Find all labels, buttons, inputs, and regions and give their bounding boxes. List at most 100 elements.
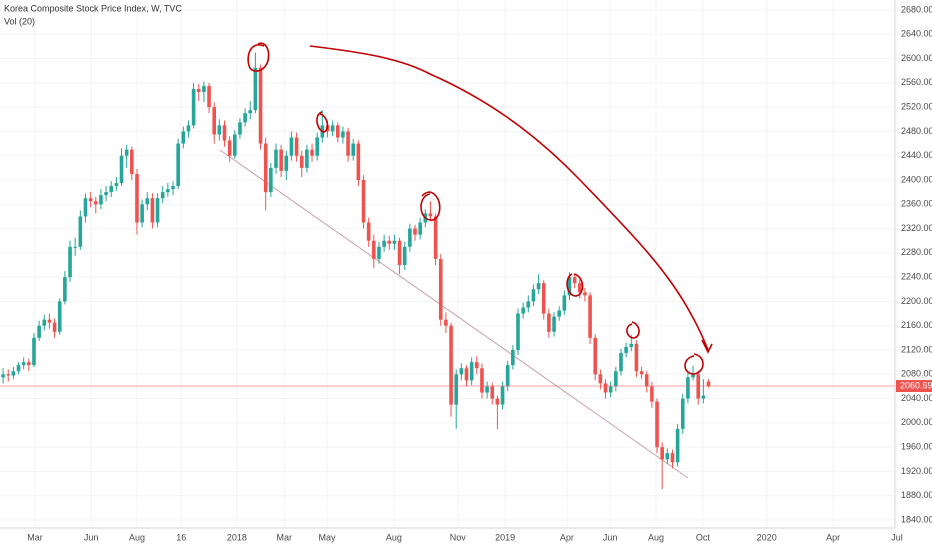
candle-body	[444, 319, 448, 326]
candle-body	[238, 122, 242, 135]
candle-body	[42, 319, 47, 326]
x-tick-label: May	[318, 532, 336, 542]
y-tick-label: 2680.00	[901, 4, 932, 14]
x-tick-label: Aug	[386, 532, 402, 542]
candle-body	[438, 258, 443, 320]
candle-body	[475, 362, 479, 369]
candle-body	[490, 386, 495, 399]
candle-body	[11, 371, 16, 376]
candle-body	[1, 374, 5, 378]
y-tick-label: 2560.00	[901, 77, 932, 87]
candle-body	[253, 67, 258, 111]
candle-body	[402, 246, 407, 265]
candle-body	[104, 192, 108, 196]
candle-body	[346, 131, 350, 156]
candle-body	[21, 362, 26, 366]
candle-body	[577, 283, 582, 293]
y-tick-label: 2280.00	[901, 247, 932, 257]
x-tick-label: 2019	[495, 532, 515, 542]
candle-body	[330, 125, 335, 132]
candle-body	[135, 173, 139, 223]
candle-body	[196, 88, 201, 92]
y-tick-label: 1960.00	[901, 442, 932, 452]
candle-body	[212, 107, 217, 135]
x-tick-label: 2018	[227, 532, 247, 542]
candle-body	[495, 398, 500, 405]
candle-body	[572, 277, 577, 284]
candle-body	[27, 362, 31, 366]
y-tick-label: 2200.00	[901, 296, 932, 306]
x-tick-label: Apr	[560, 532, 574, 542]
candle-body	[428, 213, 433, 217]
candle-body	[124, 149, 129, 156]
candle-body	[670, 453, 675, 463]
candle-body	[140, 204, 144, 223]
candle-body	[567, 277, 572, 296]
candle-body	[382, 240, 386, 247]
candle-body	[619, 353, 623, 372]
y-tick-label: 1920.00	[901, 466, 932, 476]
circle	[566, 273, 584, 297]
candle-body	[57, 301, 62, 332]
axes: 1840.00 1880.00 1920.00 1960.00 2000.00 2040.…	[27, 4, 932, 542]
candle-body	[557, 310, 561, 317]
arrow-head	[701, 339, 713, 354]
candle-body	[505, 365, 510, 387]
candle-body	[155, 198, 160, 223]
candle-body	[130, 149, 134, 174]
candle-body	[464, 368, 469, 381]
candle-body	[279, 149, 283, 171]
circle	[316, 111, 329, 133]
y-tick-label: 2480.00	[901, 126, 932, 136]
candle-body	[166, 189, 170, 193]
candle-body	[248, 110, 253, 114]
candle-body	[341, 131, 345, 138]
candle-body	[691, 374, 695, 378]
volume-label: Vol (20)	[4, 16, 35, 26]
x-tick-label: Jul	[891, 532, 903, 542]
y-tick-label: 2080.00	[901, 369, 932, 379]
hand-drawings	[247, 42, 713, 375]
candle-body	[68, 246, 72, 278]
chart-title: Korea Composite Stock Price Index, W, TV…	[4, 3, 182, 13]
candle-body	[536, 283, 541, 290]
candle-body	[171, 186, 175, 190]
candle-body	[387, 240, 392, 244]
candle-body	[83, 198, 88, 217]
candle-body	[294, 137, 299, 156]
candle-body	[680, 398, 685, 429]
x-tick-label: 16	[176, 532, 186, 542]
y-tick-label: 2040.00	[901, 393, 932, 403]
candle-body	[377, 246, 381, 259]
candle-body	[603, 383, 608, 393]
candle-body	[16, 365, 21, 372]
candle-body	[541, 283, 546, 314]
y-tick-label: 2120.00	[901, 344, 932, 354]
y-tick-label: 2000.00	[901, 417, 932, 427]
candle-body	[639, 371, 644, 375]
candle-body	[660, 447, 664, 460]
candle-body	[413, 228, 417, 235]
candle-body	[598, 374, 603, 384]
circle	[247, 42, 270, 72]
candle-body	[47, 319, 52, 323]
circle	[420, 191, 441, 221]
curve-arrow	[309, 45, 709, 351]
candle-body	[6, 374, 11, 376]
x-tick-label: Oct	[696, 532, 711, 542]
candle-body	[263, 143, 268, 193]
x-tick-label: Mar	[276, 532, 292, 542]
candle-body	[449, 325, 453, 405]
candle-body	[289, 137, 294, 156]
last-price-box	[896, 380, 932, 393]
x-tick-label: Jun	[603, 532, 618, 542]
candle-body	[356, 143, 361, 180]
candle-body	[521, 307, 525, 314]
candle-body	[305, 149, 309, 168]
candle-body	[145, 198, 150, 205]
candle-body	[392, 240, 397, 244]
x-tick-label: 2020	[757, 532, 777, 542]
candle-body	[547, 313, 551, 332]
candle-body	[624, 346, 628, 354]
